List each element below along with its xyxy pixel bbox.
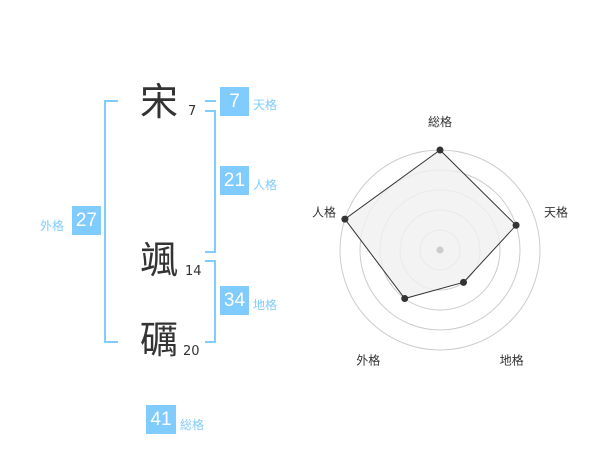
radar-axis-label: 天格 <box>544 204 568 219</box>
soukaku-value: 41 <box>146 405 176 434</box>
chikaku-value: 34 <box>220 286 249 315</box>
radar-point <box>512 221 520 229</box>
radar-axis-label: 地格 <box>500 353 524 368</box>
radar-point <box>436 146 444 154</box>
radar-point <box>460 278 468 286</box>
tenkaku-label: 天格 <box>253 98 278 112</box>
stroke-count-3: 20 <box>183 344 200 359</box>
jinkaku-bracket <box>205 110 216 253</box>
gaikaku-value: 27 <box>72 206 101 235</box>
name-char-2: 颯 <box>140 238 179 282</box>
radar-center <box>436 246 444 254</box>
tenkaku-value: 7 <box>220 87 249 116</box>
chikaku-bracket <box>205 260 216 343</box>
radar-axis-label: 人格 <box>312 204 336 219</box>
name-char-3: 礪 <box>140 318 179 362</box>
gaikaku-bracket <box>104 100 118 343</box>
gaikaku-label: 外格 <box>40 219 65 233</box>
soukaku-label: 総格 <box>180 418 205 432</box>
name-char-1: 宋 <box>140 80 179 124</box>
jinkaku-value: 21 <box>220 166 249 195</box>
stroke-count-1: 7 <box>188 104 197 119</box>
radar-point <box>401 295 409 303</box>
tenkaku-bracket <box>205 100 216 102</box>
radar-shape <box>344 149 517 300</box>
chikaku-label: 地格 <box>253 298 278 312</box>
radar-point <box>341 215 349 223</box>
radar-axis-label: 総格 <box>428 114 452 129</box>
radar-axis-label: 外格 <box>356 353 380 368</box>
jinkaku-label: 人格 <box>253 178 278 192</box>
stroke-count-2: 14 <box>185 264 202 279</box>
